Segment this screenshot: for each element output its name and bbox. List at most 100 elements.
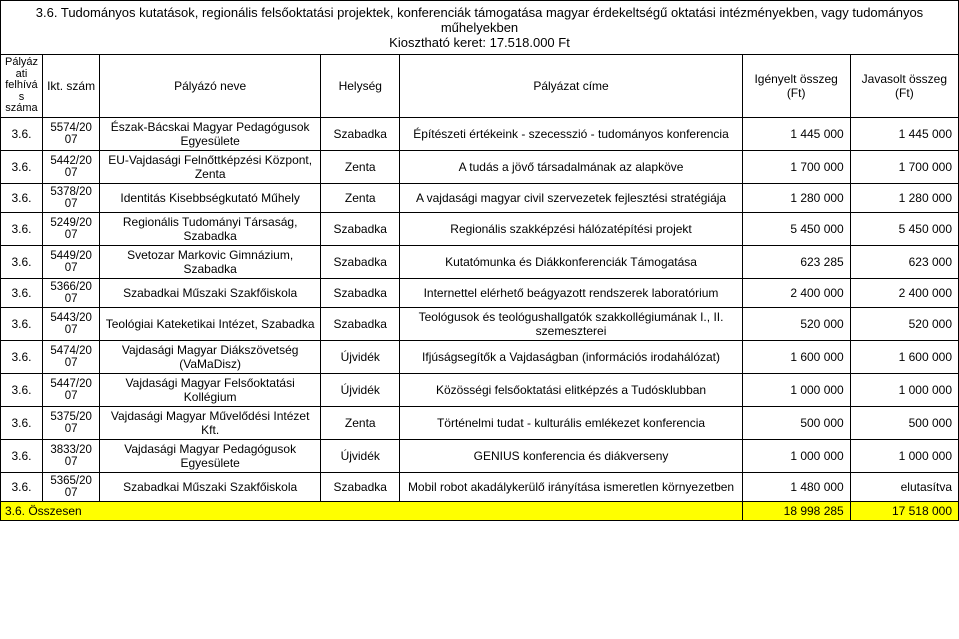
total-proposed: 17 518 000 <box>850 501 958 520</box>
cell-place: Szabadka <box>321 117 400 150</box>
cell-project-title: Építészeti értékeink - szecesszió - tudo… <box>400 117 742 150</box>
title-row: 3.6. Tudományos kutatások, regionális fe… <box>1 1 959 55</box>
cell-ikt: 5443/2007 <box>42 307 99 340</box>
cell-applicant: Identitás Kisebbségkutató Műhely <box>100 183 321 212</box>
cell-ikt: 5474/2007 <box>42 340 99 373</box>
cell-place: Szabadka <box>321 472 400 501</box>
cell-section-id: 3.6. <box>1 439 43 472</box>
cell-project-title: GENIUS konferencia és diákverseny <box>400 439 742 472</box>
cell-proposed: 623 000 <box>850 245 958 278</box>
cell-section-id: 3.6. <box>1 278 43 307</box>
cell-project-title: A vajdasági magyar civil szervezetek fej… <box>400 183 742 212</box>
table-row: 3.6.5474/2007Vajdasági Magyar Diákszövet… <box>1 340 959 373</box>
cell-project-title: Közösségi felsőoktatási elitképzés a Tud… <box>400 373 742 406</box>
cell-place: Zenta <box>321 183 400 212</box>
cell-ikt: 5574/2007 <box>42 117 99 150</box>
cell-section-id: 3.6. <box>1 245 43 278</box>
cell-applicant: EU-Vajdasági Felnőttképzési Központ, Zen… <box>100 150 321 183</box>
cell-ikt: 5378/2007 <box>42 183 99 212</box>
cell-requested: 500 000 <box>742 406 850 439</box>
cell-requested: 2 400 000 <box>742 278 850 307</box>
cell-ikt: 3833/2007 <box>42 439 99 472</box>
cell-project-title: Mobil robot akadálykerülő irányítása ism… <box>400 472 742 501</box>
cell-project-title: Internettel elérhető beágyazott rendszer… <box>400 278 742 307</box>
cell-place: Újvidék <box>321 439 400 472</box>
cell-section-id: 3.6. <box>1 117 43 150</box>
cell-ikt: 5447/2007 <box>42 373 99 406</box>
cell-section-id: 3.6. <box>1 472 43 501</box>
cell-applicant: Vajdasági Magyar Művelődési Intézet Kft. <box>100 406 321 439</box>
grant-table: 3.6. Tudományos kutatások, regionális fe… <box>0 0 959 521</box>
col-header-proposed: Javasolt összeg (Ft) <box>850 55 958 118</box>
total-requested: 18 998 285 <box>742 501 850 520</box>
cell-ikt: 5249/2007 <box>42 212 99 245</box>
cell-proposed: 520 000 <box>850 307 958 340</box>
cell-applicant: Vajdasági Magyar Diákszövetség (VaMaDisz… <box>100 340 321 373</box>
cell-place: Újvidék <box>321 340 400 373</box>
cell-project-title: Teológusok és teológushallgatók szakkoll… <box>400 307 742 340</box>
cell-proposed: 500 000 <box>850 406 958 439</box>
table-row: 3.6.5443/2007Teológiai Kateketikai Intéz… <box>1 307 959 340</box>
cell-applicant: Teológiai Kateketikai Intézet, Szabadka <box>100 307 321 340</box>
table-row: 3.6.3833/2007Vajdasági Magyar Pedagóguso… <box>1 439 959 472</box>
col-header-place: Helység <box>321 55 400 118</box>
cell-requested: 623 285 <box>742 245 850 278</box>
col-header-title: Pályázat címe <box>400 55 742 118</box>
cell-applicant: Regionális Tudományi Társaság, Szabadka <box>100 212 321 245</box>
cell-project-title: Kutatómunka és Diákkonferenciák Támogatá… <box>400 245 742 278</box>
table-row: 3.6.5249/2007Regionális Tudományi Társas… <box>1 212 959 245</box>
cell-section-id: 3.6. <box>1 373 43 406</box>
page-container: 3.6. Tudományos kutatások, regionális fe… <box>0 0 959 521</box>
cell-proposed: elutasítva <box>850 472 958 501</box>
cell-section-id: 3.6. <box>1 406 43 439</box>
cell-applicant: Szabadkai Műszaki Szakfőiskola <box>100 472 321 501</box>
table-row: 3.6.5447/2007Vajdasági Magyar Felsőoktat… <box>1 373 959 406</box>
col-header-requested: Igényelt összeg (Ft) <box>742 55 850 118</box>
title-line2: műhelyekben <box>5 20 954 35</box>
cell-place: Szabadka <box>321 212 400 245</box>
table-row: 3.6.5378/2007Identitás Kisebbségkutató M… <box>1 183 959 212</box>
cell-section-id: 3.6. <box>1 150 43 183</box>
cell-proposed: 5 450 000 <box>850 212 958 245</box>
total-row: 3.6. Összesen 18 998 285 17 518 000 <box>1 501 959 520</box>
title-line3: Kiosztható keret: 17.518.000 Ft <box>5 35 954 50</box>
table-row: 3.6.5449/2007Svetozar Markovic Gimnázium… <box>1 245 959 278</box>
cell-ikt: 5442/2007 <box>42 150 99 183</box>
cell-ikt: 5375/2007 <box>42 406 99 439</box>
col-header-ikt: Ikt. szám <box>42 55 99 118</box>
cell-place: Szabadka <box>321 278 400 307</box>
cell-applicant: Észak-Bácskai Magyar Pedagógusok Egyesül… <box>100 117 321 150</box>
total-label: 3.6. Összesen <box>1 501 743 520</box>
cell-requested: 1 600 000 <box>742 340 850 373</box>
table-row: 3.6.5574/2007Észak-Bácskai Magyar Pedagó… <box>1 117 959 150</box>
cell-section-id: 3.6. <box>1 340 43 373</box>
cell-requested: 1 700 000 <box>742 150 850 183</box>
cell-proposed: 1 600 000 <box>850 340 958 373</box>
cell-requested: 5 450 000 <box>742 212 850 245</box>
cell-proposed: 1 700 000 <box>850 150 958 183</box>
table-row: 3.6.5442/2007EU-Vajdasági Felnőttképzési… <box>1 150 959 183</box>
cell-ikt: 5366/2007 <box>42 278 99 307</box>
cell-applicant: Svetozar Markovic Gimnázium, Szabadka <box>100 245 321 278</box>
table-row: 3.6.5375/2007Vajdasági Magyar Művelődési… <box>1 406 959 439</box>
section-title: 3.6. Tudományos kutatások, regionális fe… <box>1 1 959 55</box>
cell-applicant: Vajdasági Magyar Felsőoktatási Kollégium <box>100 373 321 406</box>
cell-section-id: 3.6. <box>1 183 43 212</box>
cell-place: Szabadka <box>321 307 400 340</box>
cell-project-title: Történelmi tudat - kulturális emlékezet … <box>400 406 742 439</box>
cell-applicant: Vajdasági Magyar Pedagógusok Egyesülete <box>100 439 321 472</box>
table-row: 3.6.5366/2007Szabadkai Műszaki Szakfőisk… <box>1 278 959 307</box>
col-header-applicant: Pályázó neve <box>100 55 321 118</box>
col-header-id: Pályázatifelhívásszáma <box>1 55 43 118</box>
column-header-row: Pályázatifelhívásszáma Ikt. szám Pályázó… <box>1 55 959 118</box>
cell-section-id: 3.6. <box>1 307 43 340</box>
cell-project-title: Ifjúságsegítők a Vajdaságban (információ… <box>400 340 742 373</box>
cell-applicant: Szabadkai Műszaki Szakfőiskola <box>100 278 321 307</box>
cell-proposed: 1 000 000 <box>850 373 958 406</box>
cell-project-title: A tudás a jövő társadalmának az alapköve <box>400 150 742 183</box>
cell-place: Zenta <box>321 150 400 183</box>
cell-place: Szabadka <box>321 245 400 278</box>
cell-ikt: 5449/2007 <box>42 245 99 278</box>
cell-place: Zenta <box>321 406 400 439</box>
cell-requested: 1 000 000 <box>742 373 850 406</box>
